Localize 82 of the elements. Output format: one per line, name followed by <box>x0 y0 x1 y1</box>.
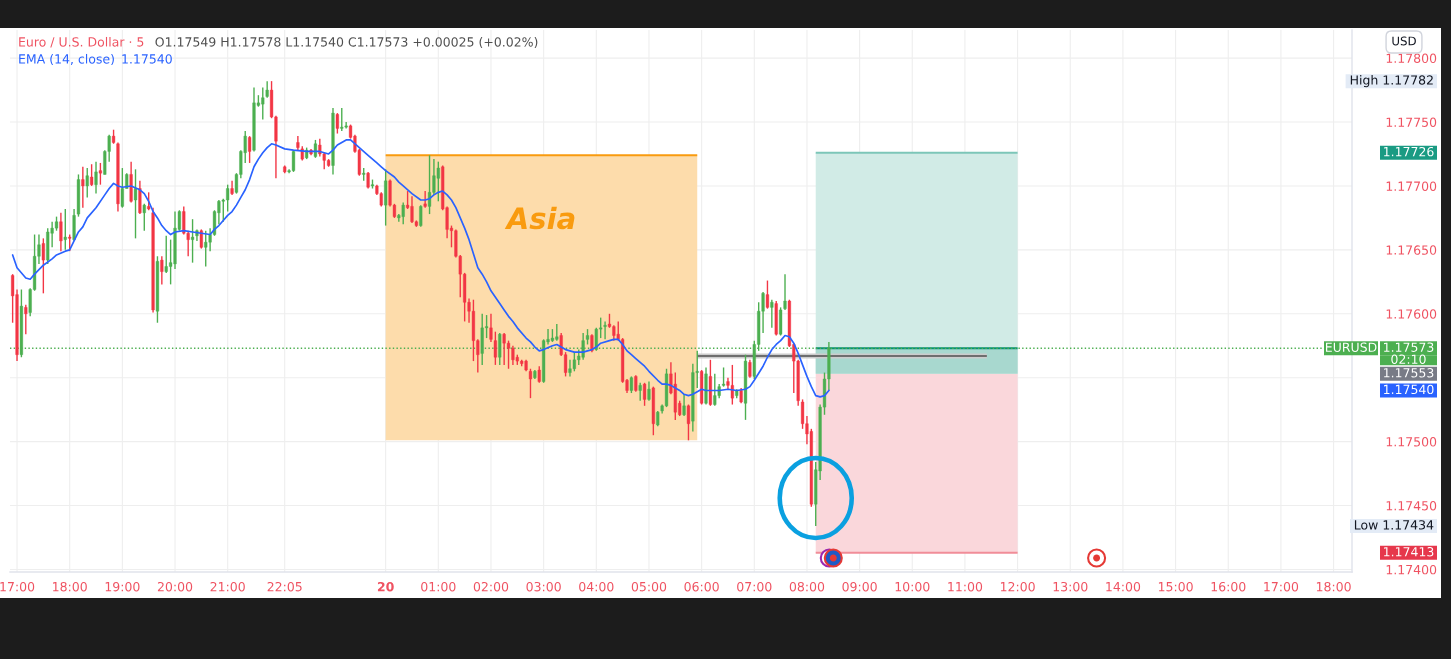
x-tick-label: 14:00 <box>1106 581 1141 592</box>
text: 1.17540 <box>122 54 172 64</box>
candlestick <box>190 218 195 264</box>
x-tick-label: 02:00 <box>473 581 509 592</box>
candlestick <box>142 203 146 232</box>
candlestick <box>410 195 414 224</box>
x-tick-label: 11:00 <box>948 581 983 592</box>
candlestick <box>765 279 770 310</box>
x-tick-label: 17:00 <box>0 581 35 592</box>
candlestick <box>436 160 440 202</box>
x-tick-label: 16:00 <box>1211 581 1246 592</box>
candlestick <box>647 380 651 402</box>
candlestick <box>427 154 432 215</box>
y-tick-label: High 1.17782 <box>1350 75 1433 88</box>
candlestick <box>713 373 717 407</box>
x-tick-label: 07:00 <box>737 581 772 592</box>
x-tick-label: 08:00 <box>789 581 825 592</box>
x-tick-label: 18:00 <box>1316 581 1351 592</box>
candlestick <box>98 162 102 186</box>
text: EMA (14, close) <box>19 53 114 66</box>
x-tick-label: 22:05 <box>267 581 302 592</box>
candlestick <box>160 255 164 286</box>
x-tick-label: 09:00 <box>842 581 877 592</box>
x-tick-label: 17:00 <box>1264 581 1299 592</box>
candlestick <box>59 212 63 252</box>
y-tick-label: 1.17450 <box>1386 501 1437 511</box>
y-tick-label: 1.17700 <box>1386 181 1437 191</box>
x-tick-label: 20 <box>377 581 394 592</box>
x-tick-label: 03:00 <box>526 581 561 592</box>
y-tick-label: 1.17800 <box>1386 53 1437 64</box>
ref-line-label: EURUSD <box>1326 342 1377 352</box>
candlestick <box>133 168 138 240</box>
x-tick-label: 04:00 <box>579 581 614 592</box>
candlestick <box>730 364 734 406</box>
candlestick <box>682 393 686 417</box>
candlestick <box>686 403 691 442</box>
candlestick <box>511 345 515 366</box>
candlestick <box>24 304 28 335</box>
y-tick-label: 1.17600 <box>1386 309 1437 319</box>
y-tick-label: 1.17650 <box>1386 245 1437 255</box>
candlestick <box>528 368 533 399</box>
candlestick <box>63 208 67 251</box>
candlestick <box>498 332 502 366</box>
chart-title: Euro / U.S. Dollar · 5 <box>19 36 144 48</box>
x-tick-label: 05:00 <box>631 581 667 592</box>
candlestick <box>603 320 607 341</box>
y-tick-label: 1.17500 <box>1386 437 1437 447</box>
text: 02:10 <box>1391 354 1426 364</box>
candlestick <box>722 366 726 388</box>
x-tick-label: 01:00 <box>421 581 456 592</box>
y-tick-label: 1.17726 <box>1384 146 1434 157</box>
x-tick-label: 19:00 <box>105 581 140 592</box>
candlestick <box>41 237 45 295</box>
x-tick-label: 21:00 <box>210 581 245 592</box>
x-tick-label: 13:00 <box>1053 581 1088 592</box>
x-tick-label: 10:00 <box>895 581 930 592</box>
y-tick-label: 1.17553 <box>1384 368 1434 378</box>
candlestick <box>204 229 208 268</box>
candlestick <box>94 160 98 195</box>
candlestick <box>81 166 85 209</box>
candlestick <box>770 299 774 329</box>
y-tick-label: 1.17413 <box>1384 547 1434 557</box>
candlestick <box>248 135 252 164</box>
text: O1.17549 H1.17578 L1.17540 C1.17573 +0.00025 (+0.02%) <box>155 36 538 49</box>
candlestick <box>90 163 94 187</box>
candlestick <box>423 190 427 209</box>
y-tick-label: 1.17400 <box>1386 564 1437 575</box>
y-axis-title: USD <box>1392 36 1416 46</box>
x-tick-label: 15:00 <box>1158 581 1193 592</box>
y-tick-label: 1.17573 <box>1384 342 1434 352</box>
x-tick-label: 12:00 <box>1000 581 1035 592</box>
y-tick-label: 1.17540 <box>1384 384 1434 395</box>
candlestick <box>638 382 642 402</box>
candlestick <box>568 359 572 378</box>
series-label: Asia <box>504 206 575 230</box>
x-tick-label: 06:00 <box>684 581 719 592</box>
y-tick-label: 1.17750 <box>1386 117 1437 127</box>
x-tick-label: 20:00 <box>157 581 193 592</box>
candlestick <box>401 201 405 225</box>
x-tick-label: 18:00 <box>53 581 87 592</box>
y-tick-label: Low 1.17434 <box>1354 520 1434 530</box>
candlestick <box>85 167 89 199</box>
